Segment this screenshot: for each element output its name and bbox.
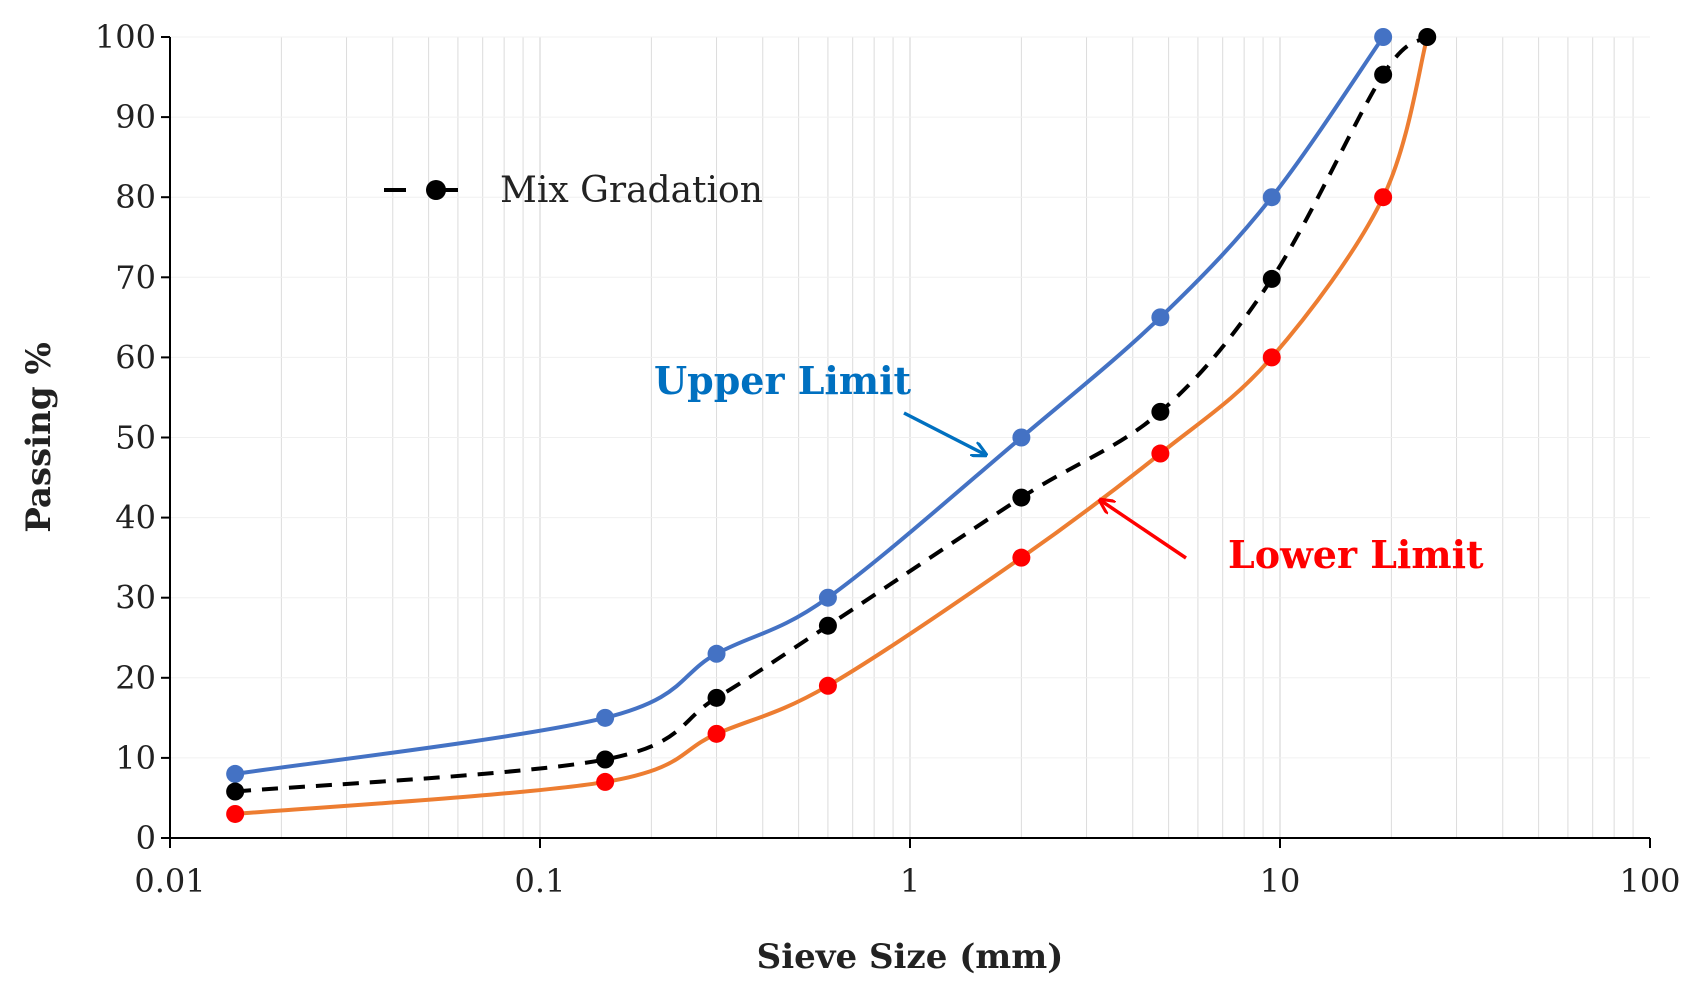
mix-gradation-point bbox=[1374, 65, 1393, 84]
y-tick-label: 30 bbox=[115, 579, 156, 617]
upper-limit-label: Upper Limit bbox=[654, 358, 912, 403]
x-tick-label: 10 bbox=[1260, 862, 1301, 900]
mix-gradation-point bbox=[707, 688, 726, 707]
y-tick-label: 70 bbox=[115, 258, 156, 296]
upper-limit-line bbox=[234, 35, 1385, 776]
y-tick-label: 0 bbox=[136, 819, 156, 857]
upper-limit-point bbox=[596, 708, 615, 727]
y-tick-label: 80 bbox=[115, 178, 156, 216]
upper-limit-point bbox=[707, 644, 726, 663]
lower-limit-point bbox=[1151, 444, 1170, 463]
axes-layer: 0 10 20 30 40 50 60 70 80 90 100 0.01 0.1 1 10 100 bbox=[95, 18, 1681, 900]
legend-marker-swatch bbox=[426, 180, 446, 200]
mix-gradation-point bbox=[1012, 488, 1031, 507]
lower-limit-label: Lower Limit bbox=[1228, 532, 1484, 577]
x-tick-label: 0.01 bbox=[134, 862, 205, 900]
upper-limit-point bbox=[818, 588, 837, 607]
upper-limit-arrow bbox=[903, 411, 986, 455]
lower-limit-annotation: Lower Limit bbox=[1100, 500, 1484, 577]
upper-limit-annotation: Upper Limit bbox=[654, 358, 986, 455]
y-tick-label: 40 bbox=[115, 499, 156, 537]
lower-limit-point bbox=[1012, 548, 1031, 567]
mix-gradation-point bbox=[226, 782, 245, 801]
x-tick-label: 0.1 bbox=[515, 862, 566, 900]
x-tick-label: 1 bbox=[900, 862, 920, 900]
mix-gradation-line bbox=[234, 35, 1429, 794]
y-tick-label: 60 bbox=[115, 338, 156, 376]
upper-limit-point bbox=[226, 764, 245, 783]
x-axis-title: Sieve Size (mm) bbox=[757, 937, 1064, 977]
lower-limit-line bbox=[234, 36, 1430, 816]
lower-limit-point bbox=[818, 676, 837, 695]
mix-gradation-point bbox=[1418, 28, 1437, 46]
mix-gradation-point bbox=[596, 750, 615, 769]
lower-limit-point bbox=[1374, 188, 1393, 207]
x-tick-label: 100 bbox=[1619, 862, 1680, 900]
upper-limit-point bbox=[1374, 28, 1393, 46]
mix-gradation-point bbox=[818, 616, 837, 635]
lower-limit-point bbox=[1262, 348, 1281, 367]
series-layer bbox=[226, 28, 1437, 823]
mix-gradation-point bbox=[1262, 269, 1281, 288]
y-tick-label: 10 bbox=[115, 739, 156, 777]
grid-layer bbox=[169, 36, 1650, 838]
y-axis-title: Passing % bbox=[19, 342, 59, 533]
legend-label: Mix Gradation bbox=[500, 170, 763, 211]
lower-limit-arrow bbox=[1100, 500, 1187, 560]
upper-limit-point bbox=[1012, 428, 1031, 447]
mix-gradation-point bbox=[1151, 402, 1170, 421]
lower-limit-point bbox=[707, 724, 726, 743]
legend: Mix Gradation bbox=[384, 170, 763, 211]
y-tick-label: 20 bbox=[115, 659, 156, 697]
upper-limit-point bbox=[1151, 308, 1170, 327]
upper-limit-point bbox=[1262, 188, 1281, 207]
y-tick-label: 90 bbox=[115, 98, 156, 136]
y-tick-label: 100 bbox=[95, 18, 156, 56]
labels-layer: Sieve Size (mm) Passing % Mix Gradation Upp… bbox=[19, 170, 1484, 977]
lower-limit-point bbox=[226, 804, 245, 823]
y-tick-label: 50 bbox=[115, 419, 156, 457]
lower-limit-point bbox=[596, 772, 615, 791]
